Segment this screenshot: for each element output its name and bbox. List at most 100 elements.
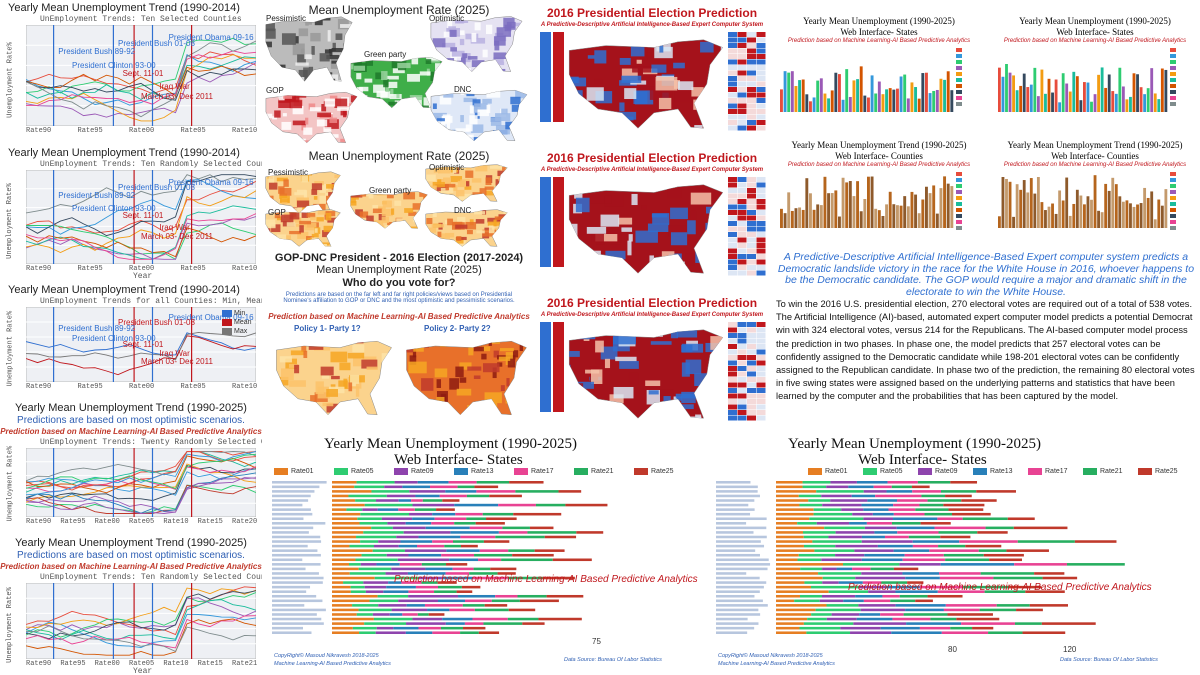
map-region xyxy=(437,166,451,174)
map-region xyxy=(413,341,424,352)
map-region xyxy=(618,217,633,225)
map-region xyxy=(340,179,341,185)
map-region xyxy=(301,175,309,183)
panel-title: Yearly Mean Unemployment (1990-2025) xyxy=(803,16,955,26)
bar-segment xyxy=(864,553,905,557)
map-region xyxy=(362,356,377,361)
graphic xyxy=(568,39,724,129)
map-region xyxy=(462,200,468,202)
bar-segment xyxy=(828,535,862,539)
bar xyxy=(852,80,856,112)
bar xyxy=(1121,86,1125,112)
table-cell xyxy=(747,125,756,131)
trend-panel: Yearly Mean Unemployment Trend (1990-201… xyxy=(0,145,262,280)
table-cell xyxy=(747,338,756,344)
bar-segment xyxy=(856,481,888,484)
bar-segment xyxy=(906,622,962,625)
trend-line xyxy=(26,68,256,101)
trend-line xyxy=(26,613,256,648)
bar-segment xyxy=(444,544,461,548)
annotation: Sept. 11-01 xyxy=(122,340,164,349)
panel-title: Yearly Mean Unemployment Trend (1990-201… xyxy=(8,147,240,159)
map-region xyxy=(315,381,324,395)
bar-segment xyxy=(552,558,592,562)
trend-panel: Yearly Mean Unemployment Trend (1990-201… xyxy=(0,0,262,142)
map-region xyxy=(685,359,702,375)
legend-swatch xyxy=(956,90,962,94)
bar-segment xyxy=(355,558,398,562)
table-cell xyxy=(728,193,737,199)
bar-segment xyxy=(816,522,850,525)
bar-segment xyxy=(976,490,1016,493)
graphic xyxy=(540,322,564,412)
map-region xyxy=(308,343,324,350)
bar-segment xyxy=(432,631,461,634)
credit: Machine Learning-AI Based Predictive Ana… xyxy=(274,661,391,667)
legend-entry: Min xyxy=(222,310,245,317)
bar xyxy=(1146,88,1150,112)
legend-swatch xyxy=(1170,208,1176,212)
bar-segment xyxy=(917,481,951,484)
map-region xyxy=(340,138,347,143)
table-cell xyxy=(747,210,756,215)
bar-segment xyxy=(776,558,798,562)
map-region xyxy=(406,341,414,353)
table-cell xyxy=(756,338,766,344)
bar xyxy=(881,216,885,228)
trend-line xyxy=(26,597,256,631)
bar-segment xyxy=(544,535,577,539)
map-region xyxy=(272,116,277,120)
table-cell xyxy=(728,177,737,182)
table-cell xyxy=(737,221,747,226)
map-region xyxy=(459,377,467,383)
bar-segment xyxy=(930,617,957,621)
legend-swatch xyxy=(956,102,962,106)
legend-swatch xyxy=(956,96,962,100)
table-cell xyxy=(737,109,747,114)
bar-segment xyxy=(980,572,1035,575)
bar-segment xyxy=(454,522,476,525)
panel-subtitle: UnEmployment Trends: Ten Randomly Select… xyxy=(40,573,262,582)
bar xyxy=(914,194,918,228)
map-region xyxy=(659,40,664,53)
side-bar xyxy=(553,322,564,412)
map-region xyxy=(276,402,291,407)
bar-segment xyxy=(332,604,353,607)
bar-segment xyxy=(489,494,522,498)
map-region xyxy=(364,78,373,83)
bar-segment xyxy=(836,567,853,571)
trend-line xyxy=(26,587,256,629)
bar-segment xyxy=(940,563,1015,566)
bar xyxy=(1036,96,1040,112)
bar-segment xyxy=(398,499,412,502)
panel-title: Mean Unemployment Rate (2025) xyxy=(308,149,490,163)
map-region xyxy=(464,185,472,190)
table-cell xyxy=(728,54,737,59)
map-region xyxy=(384,386,392,393)
bar xyxy=(928,93,932,112)
table-cell xyxy=(747,215,756,221)
bar-segment xyxy=(776,540,813,543)
map-region xyxy=(677,81,694,91)
bar xyxy=(906,98,910,112)
bar-segment xyxy=(495,594,518,598)
bar xyxy=(838,74,841,112)
map-label: Green party xyxy=(364,50,407,59)
table-cell xyxy=(747,259,756,265)
map-region xyxy=(298,28,309,37)
row-label xyxy=(272,585,311,589)
bar-segment xyxy=(398,508,415,511)
table-cell xyxy=(747,265,756,270)
map-region xyxy=(311,189,318,195)
table-cell xyxy=(728,404,737,410)
bar xyxy=(1065,177,1069,228)
table-cell xyxy=(756,81,766,87)
bar-segment xyxy=(877,544,913,548)
panel-title: Yearly Mean Unemployment Trend (1990-201… xyxy=(8,2,240,14)
bar-segment xyxy=(519,599,559,603)
bar-segment xyxy=(905,608,944,612)
bar-segment xyxy=(332,599,370,603)
bar-segment xyxy=(776,499,809,502)
bar-segment xyxy=(937,517,963,521)
map-region xyxy=(377,388,388,400)
